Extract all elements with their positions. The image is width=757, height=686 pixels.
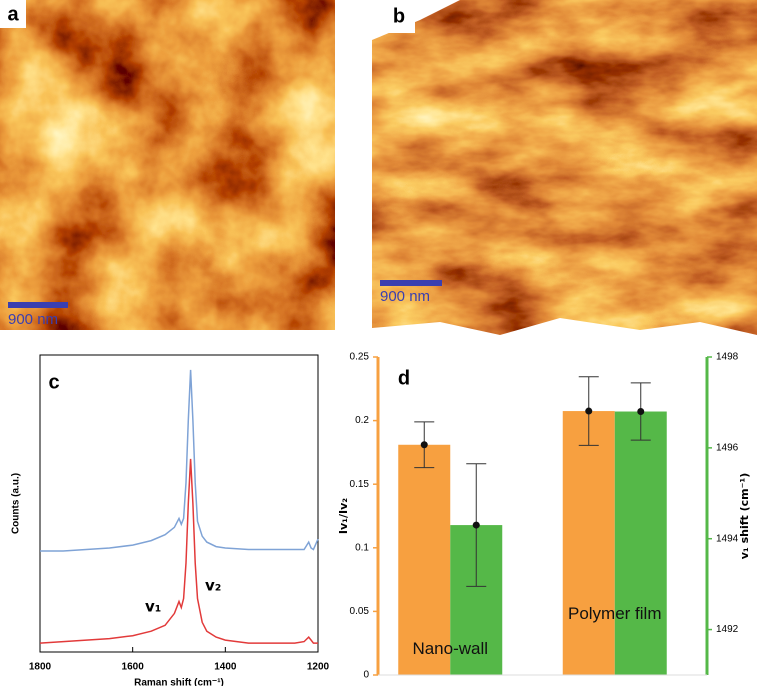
category-label: Polymer film bbox=[567, 604, 662, 623]
y2-tick-label: 1492 bbox=[716, 624, 739, 635]
bar bbox=[614, 411, 667, 675]
mean-dot bbox=[637, 408, 645, 416]
y-tick-label: 0 bbox=[363, 670, 369, 681]
y-tick-label: 0.05 bbox=[350, 606, 370, 617]
panel-label: a bbox=[7, 3, 19, 25]
scale-bar-label: 900 nm bbox=[380, 288, 430, 305]
panel-label: d bbox=[398, 367, 410, 389]
y-tick-label: 0.25 bbox=[350, 352, 370, 363]
y-tick-label: 0.15 bbox=[350, 479, 370, 490]
panel-label: c bbox=[48, 371, 59, 393]
label-box bbox=[383, 0, 415, 33]
y2-tick-label: 1498 bbox=[716, 352, 739, 363]
y2-tick-label: 1494 bbox=[716, 533, 739, 544]
y-tick-label: 0.2 bbox=[355, 415, 369, 426]
spectrum-line bbox=[40, 369, 319, 552]
scale-bar-label: 900 nm bbox=[8, 311, 58, 328]
bar bbox=[398, 444, 451, 675]
mean-dot bbox=[420, 441, 428, 449]
afm-3d-image bbox=[372, 0, 757, 335]
x-tick-label: 1800 bbox=[29, 662, 52, 673]
x-tick-label: 1600 bbox=[122, 662, 145, 673]
y2-axis-label: v₁ shift (cm⁻¹) bbox=[738, 473, 751, 560]
peak-annotation: v₂ bbox=[205, 577, 221, 595]
mean-dot bbox=[585, 407, 593, 415]
scale-bar bbox=[380, 280, 442, 286]
afm-image bbox=[0, 0, 335, 330]
x-tick-label: 1400 bbox=[214, 662, 237, 673]
scale-bar bbox=[8, 302, 68, 308]
spectrum-line bbox=[39, 458, 318, 644]
x-axis-label: Raman shift (cm⁻¹) bbox=[134, 678, 224, 686]
y2-tick-label: 1496 bbox=[716, 442, 739, 453]
y-axis-label: Iv₁/Iv₂ bbox=[337, 498, 350, 534]
mean-dot bbox=[472, 521, 480, 529]
panel-label: b bbox=[393, 5, 405, 27]
peak-annotation: v₁ bbox=[145, 598, 161, 616]
label-box bbox=[0, 0, 26, 28]
bar bbox=[562, 411, 615, 675]
plot-frame bbox=[39, 354, 319, 653]
category-label: Nano-wall bbox=[412, 639, 489, 658]
y-axis-label: Counts (a.u.) bbox=[11, 473, 22, 534]
afm-surface bbox=[372, 0, 757, 335]
y-tick-label: 0.1 bbox=[355, 542, 369, 553]
x-tick-label: 1200 bbox=[307, 662, 330, 673]
